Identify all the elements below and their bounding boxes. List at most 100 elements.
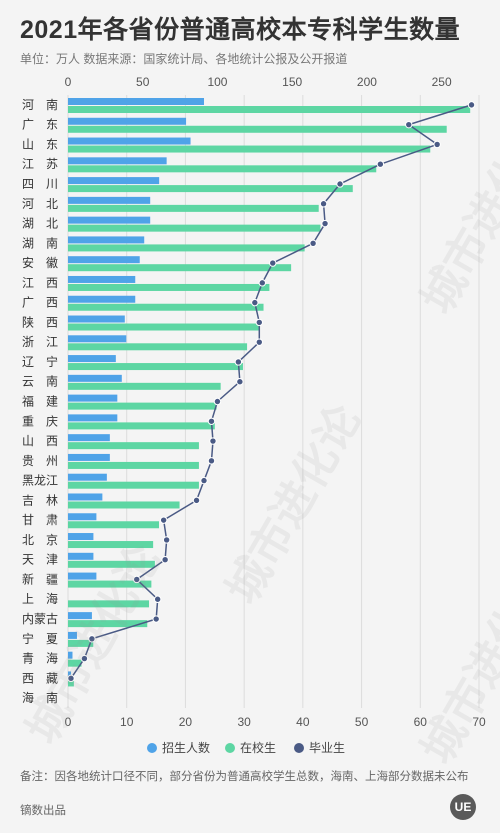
student-bar (68, 521, 160, 529)
student-bar (68, 639, 94, 647)
enroll-bar (68, 315, 125, 323)
category-label: 云 南 (22, 374, 58, 389)
category-label: 青 海 (22, 651, 58, 666)
graduate-point (236, 378, 244, 386)
chart-area: 0 50 100 150 200 250 0 10 20 30 40 50 60 70 河 南广 东山 东江… (22, 75, 486, 755)
graduate-point (269, 259, 277, 267)
enroll-bar (68, 453, 110, 461)
category-label: 河 南 (22, 97, 58, 112)
category-label: 湖 南 (22, 235, 58, 250)
student-bar (68, 145, 431, 153)
bottom-axis-tick-label: 50 (355, 715, 369, 729)
enroll-bar (68, 117, 187, 125)
enroll-bar (68, 612, 92, 620)
graduate-point (234, 358, 243, 366)
enroll-bar (68, 355, 116, 363)
bottom-axis-tick-label: 30 (237, 715, 251, 729)
enroll-bar (68, 374, 122, 382)
category-label: 天 津 (22, 553, 58, 567)
bottom-axis-tick-label: 20 (179, 715, 193, 729)
category-label: 宁 夏 (22, 631, 58, 646)
graduate-point (80, 654, 89, 663)
student-bar (68, 580, 152, 588)
graduate-line (70, 104, 472, 679)
graduate-point (209, 437, 217, 445)
student-bar (68, 679, 74, 687)
enroll-bar (68, 631, 77, 639)
graduate-point (162, 536, 171, 544)
graduate-point (67, 674, 75, 683)
category-label: 山 西 (22, 434, 58, 448)
graduate-point (258, 279, 266, 287)
bottom-axis-tick-label: 70 (472, 715, 486, 729)
student-bar (68, 541, 154, 549)
category-label: 重 庆 (22, 414, 58, 428)
student-bar (68, 204, 319, 212)
graduate-point (321, 219, 329, 228)
student-bar (68, 323, 259, 331)
graduate-point (309, 239, 317, 248)
category-label: 湖 北 (22, 216, 58, 231)
student-bar (68, 303, 264, 311)
category-label: 安 徽 (22, 255, 58, 270)
category-label: 上 海 (22, 591, 58, 606)
enroll-bar (68, 533, 94, 541)
enroll-bar (68, 196, 151, 204)
student-bar (68, 481, 199, 489)
enroll-bar (68, 651, 73, 659)
enroll-bar (68, 137, 191, 145)
enroll-bar (68, 275, 136, 283)
category-label: 四 川 (22, 177, 58, 191)
graduate-point (255, 338, 264, 346)
category-label: 广 西 (22, 296, 58, 310)
enroll-bar (68, 493, 103, 501)
student-bar (68, 620, 148, 628)
top-axis-tick-label: 0 (65, 75, 72, 89)
category-label: 广 东 (22, 118, 58, 132)
category-label: 福 建 (22, 394, 58, 409)
graduate-point (88, 635, 96, 643)
category-label: 陕 西 (22, 314, 58, 329)
graduate-point (336, 180, 344, 188)
category-label: 贵 州 (22, 454, 58, 468)
student-bar (68, 422, 215, 430)
enroll-bar (68, 552, 94, 560)
graduate-point (467, 101, 476, 109)
enroll-bar (68, 256, 140, 264)
student-bar (68, 461, 199, 469)
enroll-bar (68, 394, 118, 402)
student-bar (68, 659, 82, 667)
graduate-point (200, 476, 208, 485)
bottom-axis-tick-label: 0 (65, 715, 72, 729)
top-axis-tick-label: 250 (432, 75, 452, 89)
footer-source: 镝数出品 (20, 805, 66, 817)
student-bar (68, 382, 221, 390)
graduate-point (192, 496, 201, 505)
enroll-bar (68, 216, 151, 224)
brand-logo: UE (450, 794, 476, 820)
graduate-point (376, 160, 385, 168)
category-label: 海 南 (22, 690, 58, 705)
enroll-bar (68, 473, 107, 481)
top-axis-tick-label: 100 (207, 75, 227, 89)
top-axis-tick-label: 200 (357, 75, 377, 89)
student-bar (68, 165, 377, 173)
graduate-point (255, 318, 264, 327)
enroll-bar (68, 98, 205, 105)
student-bar (68, 185, 353, 193)
category-label: 新 疆 (22, 571, 58, 586)
category-label: 内蒙古 (22, 611, 58, 626)
student-bar (68, 125, 447, 133)
chart-title: 2021年各省份普通高校本专科学生数量 (20, 16, 461, 44)
student-bar (68, 283, 270, 291)
legend-marker (225, 743, 235, 753)
student-bar (68, 560, 155, 568)
graduate-point (152, 615, 160, 623)
category-label: 江 西 (22, 276, 58, 290)
category-label: 江 苏 (22, 157, 58, 171)
enroll-bar (68, 157, 167, 165)
student-bar (68, 244, 305, 252)
student-bar (68, 264, 292, 272)
legend-marker (294, 743, 304, 753)
student-bar (68, 402, 217, 410)
